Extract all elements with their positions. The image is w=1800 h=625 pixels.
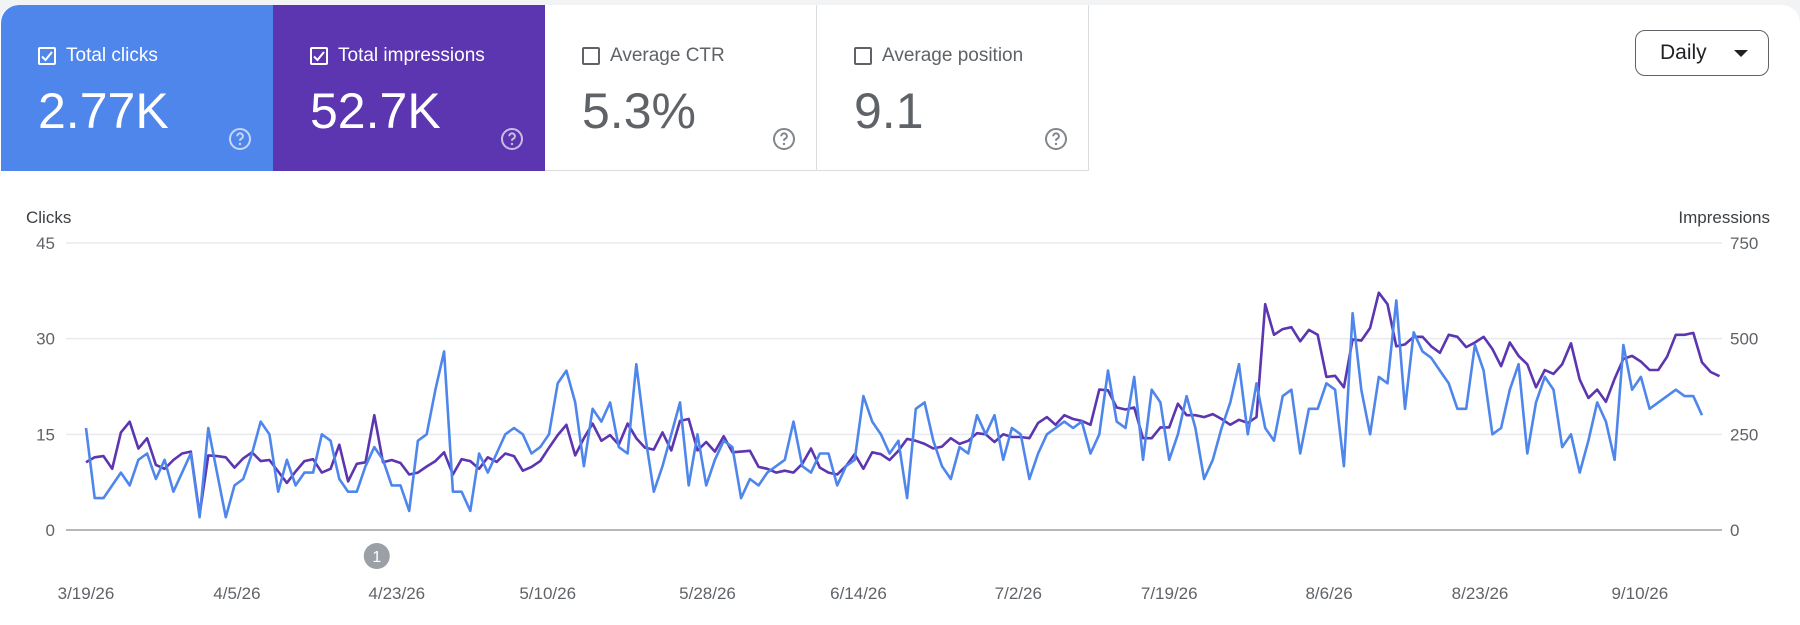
- metric-header: Total clicks: [38, 45, 158, 67]
- y-tick-label: 0: [46, 521, 55, 540]
- y2-tick-label: 250: [1730, 425, 1758, 444]
- metric-value: 5.3%: [582, 83, 696, 139]
- granularity-dropdown[interactable]: Daily: [1635, 30, 1769, 76]
- metric-label: Total impressions: [338, 45, 485, 66]
- y-tick-label: 45: [36, 234, 55, 253]
- help-icon[interactable]: [1044, 127, 1068, 151]
- annotation-marker[interactable]: [363, 543, 390, 569]
- annotation-label: 1: [372, 549, 381, 566]
- metric-total-clicks[interactable]: Total clicks 2.77K: [1, 5, 273, 171]
- checkbox-checked-icon[interactable]: [310, 47, 328, 65]
- x-tick-label: 7/2/26: [995, 584, 1042, 603]
- checkbox-unchecked-icon[interactable]: [854, 47, 872, 65]
- dropdown-selected-value: Daily: [1660, 41, 1707, 64]
- metric-average-position[interactable]: Average position 9.1: [817, 5, 1089, 171]
- help-icon[interactable]: [228, 127, 252, 151]
- y-tick-label: 30: [36, 330, 55, 349]
- metric-tabs: Total clicks 2.77K Total impressions 52.…: [1, 5, 1089, 171]
- metric-label: Total clicks: [66, 45, 158, 66]
- help-icon[interactable]: [500, 127, 524, 151]
- help-icon[interactable]: [772, 127, 796, 151]
- x-tick-label: 8/6/26: [1305, 584, 1352, 603]
- x-tick-label: 9/10/26: [1611, 584, 1668, 603]
- series-line-impressions: [85, 291, 1721, 517]
- metric-value: 2.77K: [38, 83, 169, 139]
- metric-header: Total impressions: [310, 45, 485, 67]
- y2-tick-label: 750: [1730, 234, 1758, 253]
- metric-value: 9.1: [854, 83, 924, 139]
- x-tick-label: 8/23/26: [1452, 584, 1509, 603]
- performance-chart: Clicks Impressions 0 15 30 45 0 250 500 750 3/…: [26, 208, 1770, 603]
- y2-tick-label: 500: [1730, 330, 1758, 349]
- x-tick-label: 5/28/26: [679, 584, 736, 603]
- metric-label: Average position: [882, 45, 1024, 66]
- x-tick-label: 3/19/26: [58, 584, 115, 603]
- metric-total-impressions[interactable]: Total impressions 52.7K: [273, 5, 545, 171]
- performance-card: Total clicks 2.77K Total impressions 52.…: [0, 5, 1800, 625]
- metric-header: Average position: [854, 45, 1023, 67]
- metric-header: Average CTR: [582, 45, 725, 67]
- checkbox-unchecked-icon[interactable]: [582, 47, 600, 65]
- checkbox-checked-icon[interactable]: [38, 47, 56, 65]
- y2-axis-title: Impressions: [1678, 208, 1770, 227]
- y-tick-label: 15: [36, 425, 55, 444]
- x-tick-label: 5/10/26: [519, 584, 576, 603]
- metric-average-ctr[interactable]: Average CTR 5.3%: [545, 5, 817, 171]
- metric-label: Average CTR: [610, 45, 725, 66]
- y2-tick-label: 0: [1730, 521, 1739, 540]
- x-tick-label: 6/14/26: [830, 584, 887, 603]
- caret-down-icon: [1734, 50, 1748, 57]
- y-axis-title: Clicks: [26, 208, 71, 227]
- x-tick-label: 7/19/26: [1141, 584, 1198, 603]
- series-line-clicks: [84, 299, 1704, 519]
- metric-value: 52.7K: [310, 83, 441, 139]
- x-tick-label: 4/5/26: [213, 584, 260, 603]
- x-tick-label: 4/23/26: [368, 584, 425, 603]
